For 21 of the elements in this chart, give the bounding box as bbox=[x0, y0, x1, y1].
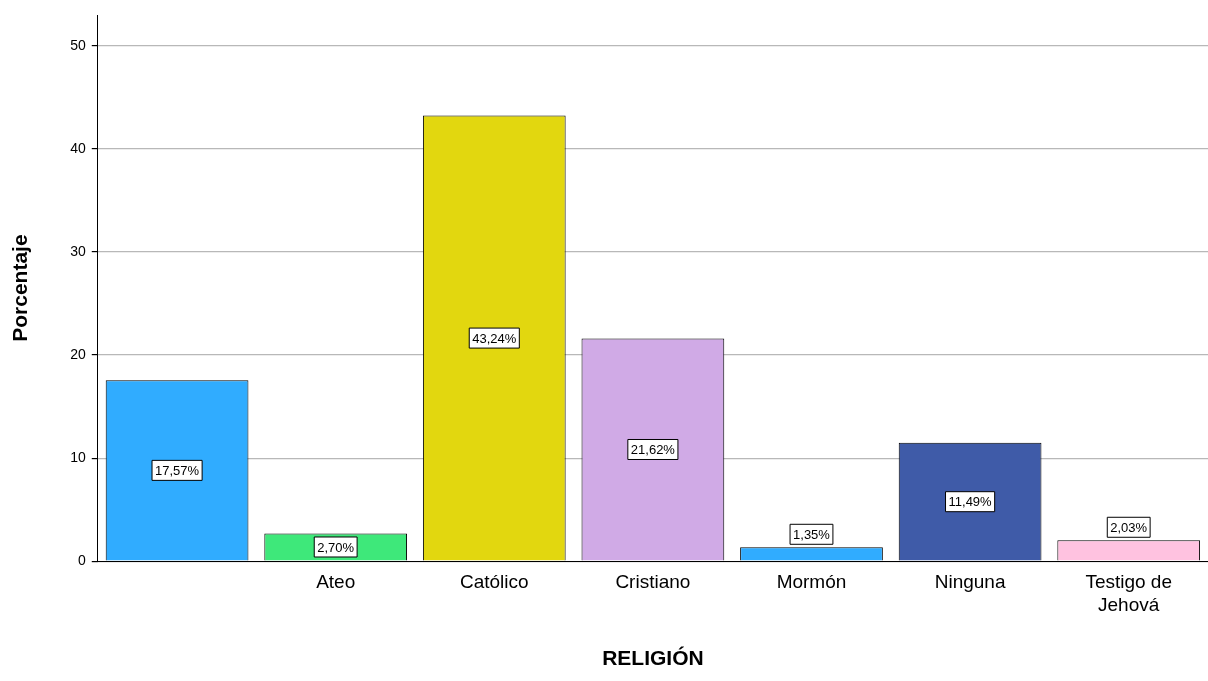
x-tick-label: Mormón bbox=[776, 570, 847, 592]
data-label: 2,70% bbox=[317, 539, 355, 555]
data-label: 1,35% bbox=[793, 526, 831, 542]
data-label: 43,24% bbox=[472, 330, 517, 346]
x-tick-label: Cristiano bbox=[615, 570, 691, 592]
y-axis-title: Porcentaje bbox=[8, 234, 32, 342]
x-tick-label: Ninguna bbox=[934, 570, 1006, 592]
y-tick-label: 40 bbox=[70, 139, 86, 156]
data-label: 17,57% bbox=[155, 462, 200, 478]
data-label: 11,49% bbox=[948, 494, 993, 510]
y-tick-label: 20 bbox=[70, 345, 86, 362]
x-tick-label: Católico bbox=[459, 570, 529, 592]
y-tick-label: 0 bbox=[77, 552, 86, 569]
x-tick-label: Testigo de Jehová bbox=[1085, 570, 1173, 615]
y-tick-label: 50 bbox=[70, 36, 86, 53]
y-tick-label: 10 bbox=[70, 449, 86, 465]
data-label: 2,03% bbox=[1110, 519, 1148, 535]
x-axis-title: RELIGIÓN bbox=[602, 646, 704, 670]
y-tick-label: 30 bbox=[70, 242, 86, 259]
x-tick-label: Ateo bbox=[316, 570, 356, 592]
data-label: 21,62% bbox=[630, 442, 676, 458]
